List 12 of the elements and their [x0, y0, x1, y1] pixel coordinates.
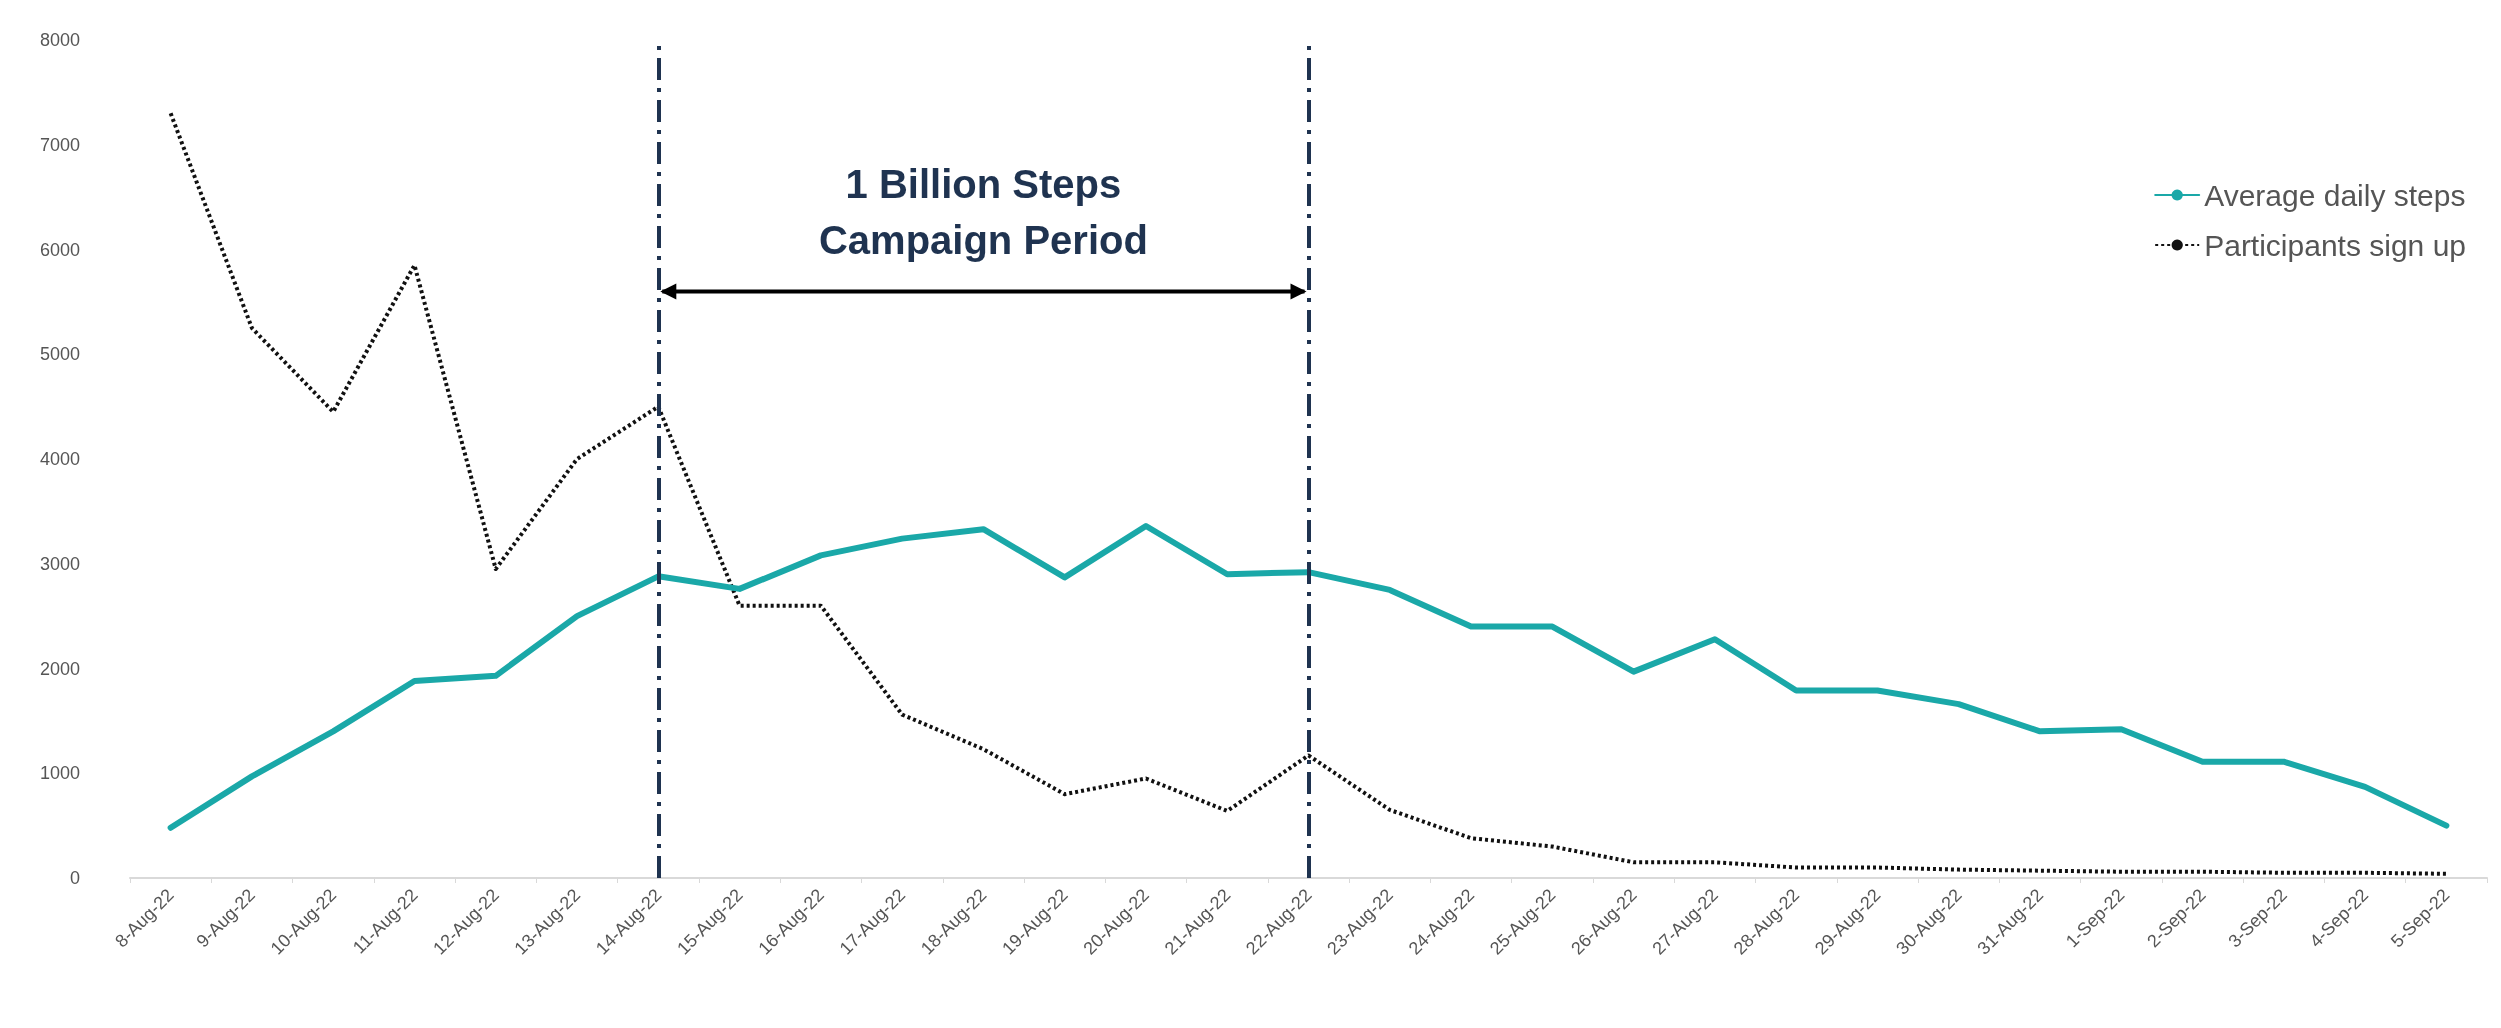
y-tick-label: 5000	[39, 344, 80, 365]
legend-label: Average daily steps	[2204, 178, 2466, 212]
y-tick-label: 0	[69, 868, 80, 888]
y-tick-label: 4000	[39, 449, 80, 469]
y-tick-label: 6000	[39, 239, 80, 260]
y-tick-label: 7000	[39, 134, 80, 155]
y-tick-label: 1000	[39, 763, 80, 784]
annotation: 1 Billion Steps Campaign Period	[818, 162, 1148, 263]
y-tick-label: 3000	[39, 553, 80, 574]
y-tick-label: 8000	[39, 30, 80, 50]
legend-label: Participants sign up	[2204, 228, 2466, 262]
y-tick-label: 2000	[39, 658, 80, 679]
